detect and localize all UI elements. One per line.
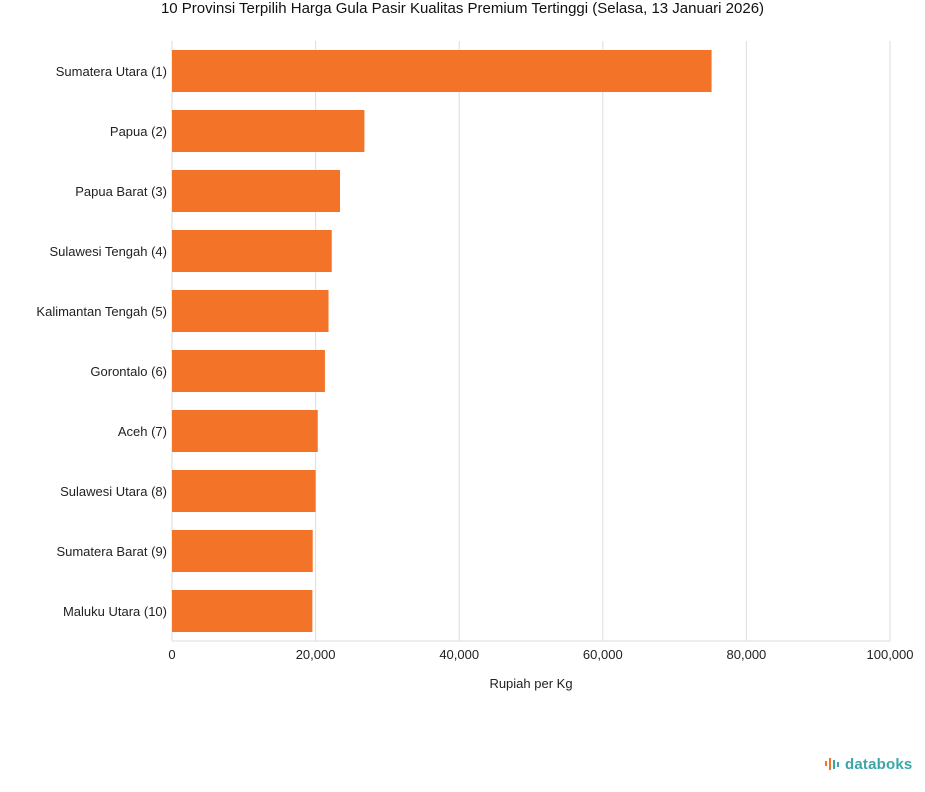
category-label: Kalimantan Tengah (5)	[36, 304, 167, 319]
bar	[172, 50, 712, 92]
bar	[172, 410, 318, 452]
category-label: Maluku Utara (10)	[63, 604, 167, 619]
bar-chart: Sumatera Utara (1) Papua (2) Papua Barat (…	[36, 41, 914, 691]
bars	[172, 50, 712, 632]
chart-title: 10 Provinsi Terpilih Harga Gula Pasir Ku…	[160, 0, 765, 17]
x-tick-label: 60,000	[583, 647, 623, 662]
x-axis-title: Rupiah per Kg	[489, 676, 572, 691]
x-tick-labels: 0 20,000 40,000 60,000 80,000 100,000	[168, 647, 913, 662]
logo-text: databoks	[845, 755, 913, 773]
databoks-bars-icon	[825, 758, 839, 770]
category-label: Aceh (7)	[118, 424, 167, 439]
category-label: Sulawesi Tengah (4)	[49, 244, 167, 259]
category-label: Papua Barat (3)	[75, 184, 167, 199]
bar	[172, 350, 325, 392]
bar	[172, 590, 313, 632]
bar	[172, 290, 329, 332]
x-tick-label: 40,000	[439, 647, 479, 662]
category-labels: Sumatera Utara (1) Papua (2) Papua Barat (…	[36, 64, 167, 619]
bar	[172, 110, 365, 152]
x-tick-label: 80,000	[727, 647, 767, 662]
category-label: Papua (2)	[110, 124, 167, 139]
category-label: Sumatera Barat (9)	[56, 544, 167, 559]
bar	[172, 170, 341, 212]
databoks-logo: databoks	[824, 754, 912, 774]
x-tick-label: 0	[168, 647, 175, 662]
category-label: Sumatera Utara (1)	[56, 64, 167, 79]
bar	[172, 470, 316, 512]
bar	[172, 230, 332, 272]
x-tick-label: 20,000	[296, 647, 336, 662]
bar	[172, 530, 313, 572]
category-label: Gorontalo (6)	[90, 364, 167, 379]
x-tick-label: 100,000	[867, 647, 914, 662]
category-label: Sulawesi Utara (8)	[60, 484, 167, 499]
